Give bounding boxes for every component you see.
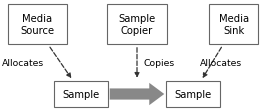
Bar	[107, 5, 167, 45]
Text: Copies: Copies	[144, 59, 175, 68]
Bar	[54, 81, 109, 107]
Text: Allocates: Allocates	[200, 59, 242, 68]
Bar	[209, 5, 258, 45]
Bar	[7, 5, 67, 45]
FancyArrow shape	[110, 83, 164, 105]
Text: Media
Source: Media Source	[21, 14, 55, 36]
Bar	[165, 81, 220, 107]
Text: Sample
Copier: Sample Copier	[118, 14, 156, 36]
Text: Sample: Sample	[62, 89, 100, 99]
Text: Media
Sink: Media Sink	[219, 14, 249, 36]
Text: Sample: Sample	[174, 89, 212, 99]
Text: Allocates: Allocates	[2, 59, 44, 68]
